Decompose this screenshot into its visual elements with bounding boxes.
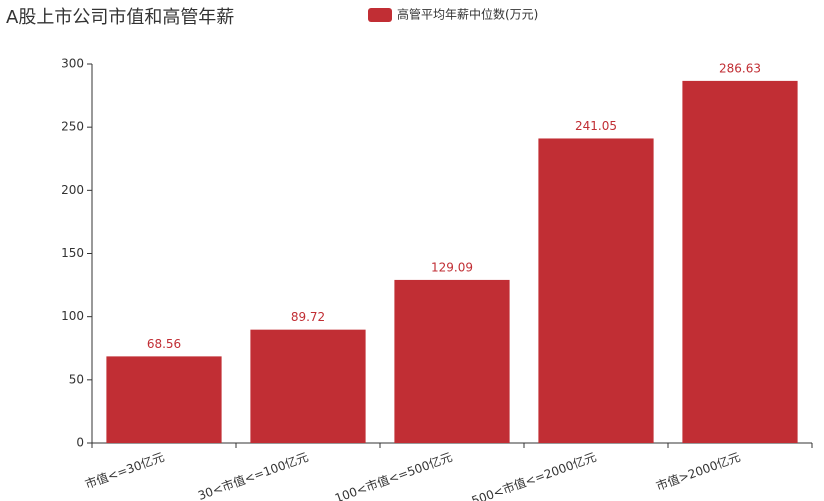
legend-swatch xyxy=(368,8,392,22)
bar xyxy=(682,80,798,443)
y-tick-label: 100 xyxy=(61,309,84,323)
x-tick-label: 市值>2000亿元 xyxy=(654,449,742,493)
y-tick-label: 0 xyxy=(76,436,84,450)
y-tick-label: 300 xyxy=(61,57,84,71)
bar xyxy=(538,138,654,443)
y-tick-label: 150 xyxy=(61,246,84,260)
value-label: 68.56 xyxy=(147,337,181,351)
value-label: 241.05 xyxy=(575,119,617,133)
chart-title: A股上市公司市值和高管年薪 xyxy=(6,7,234,28)
x-tick-label: 市值<=30亿元 xyxy=(83,449,166,492)
value-label: 286.63 xyxy=(719,61,761,75)
legend-label: 高管平均年薪中位数(万元) xyxy=(397,7,538,22)
value-label: 89.72 xyxy=(291,310,325,324)
bar xyxy=(394,279,510,443)
y-tick-label: 50 xyxy=(69,372,84,386)
y-tick-label: 200 xyxy=(61,183,84,197)
bar xyxy=(106,356,222,443)
value-label: 129.09 xyxy=(431,260,473,274)
x-tick-label: 500<市值<=2000亿元 xyxy=(469,449,598,501)
x-tick-label: 100<市值<=500亿元 xyxy=(333,449,455,501)
x-tick-label: 30<市值<=100亿元 xyxy=(196,449,310,501)
bar xyxy=(250,329,366,443)
y-tick-label: 250 xyxy=(61,120,84,134)
